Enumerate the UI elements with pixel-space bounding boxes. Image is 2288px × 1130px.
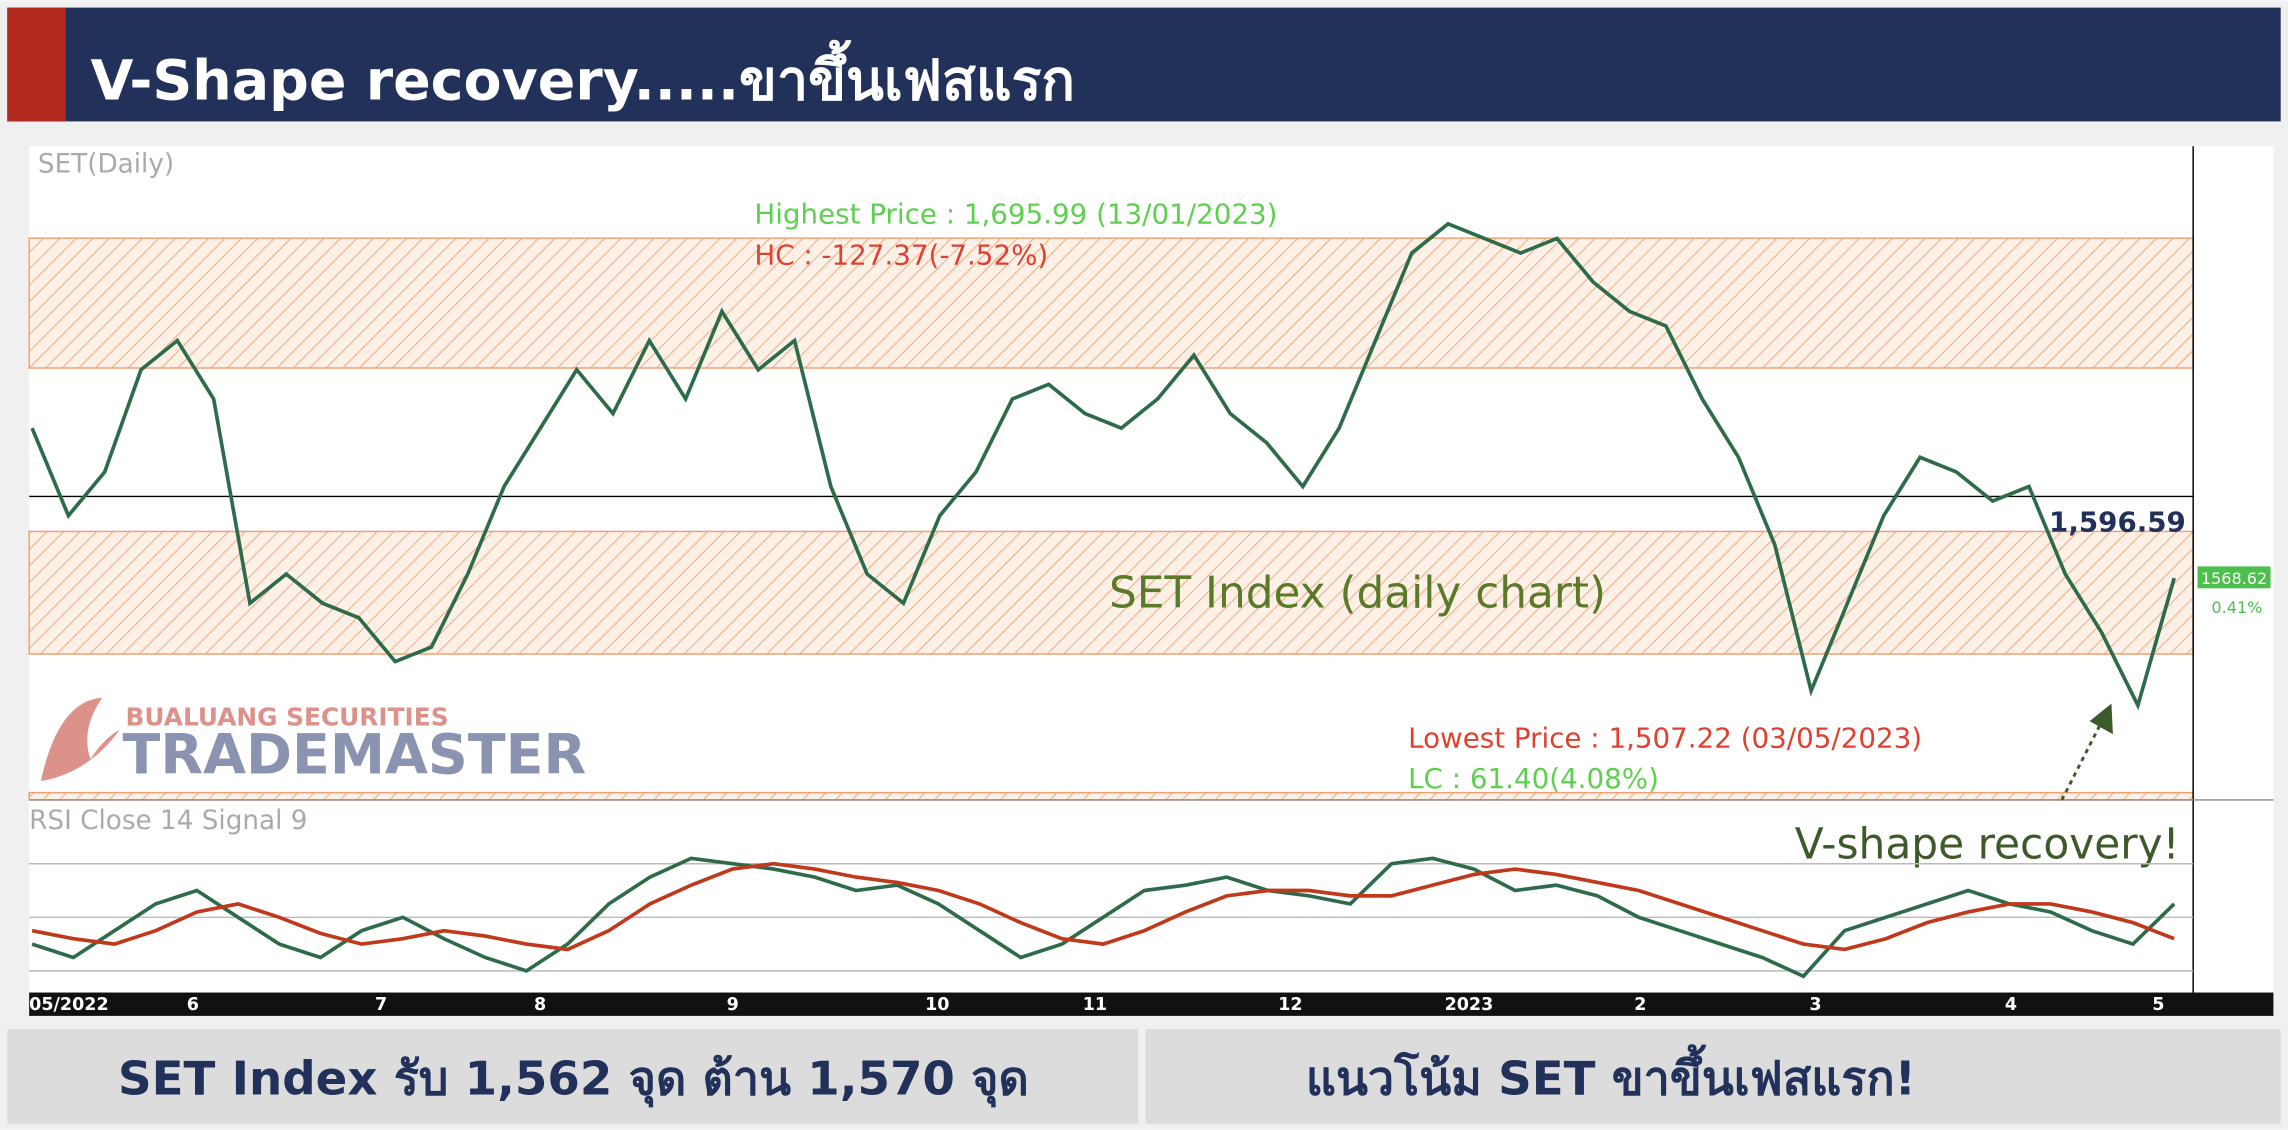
panel-label: SET(Daily) [38, 149, 174, 179]
x-tick-label: 2023 [1445, 995, 1494, 1015]
rsi-label: RSI Close 14 Signal 9 [29, 806, 307, 836]
header-bar [7, 7, 2281, 122]
x-tick-label: 7 [375, 995, 387, 1015]
slide-title: V-Shape recovery.....ขาขึ้นเฟสแรก [90, 40, 1075, 114]
watermark-text: TRADEMASTER [123, 724, 587, 788]
chart-title: SET Index (daily chart) [1109, 567, 1606, 618]
x-tick-label: 9 [727, 995, 739, 1015]
price-tag [2197, 566, 2271, 589]
line [30, 221, 2176, 711]
annotation: LC : 61.40(4.08%) [1408, 762, 1659, 795]
x-axis-bar [29, 992, 2274, 1016]
footer-box [1145, 1029, 2281, 1124]
x-tick-label: 10 [925, 995, 949, 1015]
footer-box [7, 1029, 1139, 1124]
price-change: 0.41% [2211, 598, 2262, 617]
x-tick-label: 12 [1278, 995, 1302, 1015]
x-tick-label: 5 [2152, 995, 2164, 1015]
annotation: V-shape recovery! [1795, 819, 2180, 868]
footer-text: แนวโน้ม SET ขาขึ้นเฟสแรก! [1306, 1044, 1916, 1107]
annotation: Lowest Price : 1,507.22 (03/05/2023) [1408, 721, 1922, 754]
lower-zone [28, 791, 2194, 801]
annotation: HC : -127.37(-7.52%) [754, 238, 1048, 271]
x-tick-label: 8 [534, 995, 546, 1015]
reference-label: 1,596.59 [2049, 505, 2186, 538]
watermark: BUALUANG SECURITIES TRADEMASTER [40, 697, 587, 788]
arrow-head [2089, 703, 2113, 735]
watermark-text: BUALUANG SECURITIES [125, 703, 448, 732]
annotation: Highest Price : 1,695.99 (13/01/2023) [754, 198, 1277, 231]
arrow [2060, 721, 2103, 801]
watermark-logo [40, 697, 120, 781]
footer-text: SET Index รับ 1,562 จุด ต้าน 1,570 จุด [118, 1053, 1029, 1108]
x-tick-label: 2 [1634, 995, 1646, 1015]
price-tag-label: 1568.62 [2201, 569, 2267, 588]
x-tick-label: 05/2022 [29, 995, 108, 1015]
x-tick-label: 6 [187, 995, 199, 1015]
line [31, 856, 2176, 979]
line [31, 861, 2175, 952]
header-accent [7, 7, 66, 122]
x-tick-label: 11 [1083, 995, 1107, 1015]
x-tick-label: 4 [2005, 995, 2017, 1015]
resistance-zone [28, 237, 2194, 369]
x-tick-label: 3 [1809, 995, 1821, 1015]
